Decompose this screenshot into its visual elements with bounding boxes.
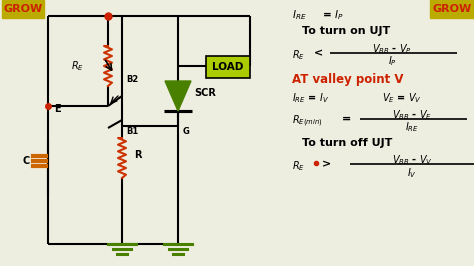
Text: G: G: [183, 127, 190, 136]
Text: $I_{RE}$: $I_{RE}$: [405, 120, 419, 134]
FancyBboxPatch shape: [206, 56, 250, 78]
Text: $R_E$: $R_E$: [292, 159, 305, 173]
Text: <: <: [314, 48, 323, 58]
Text: AT valley point V: AT valley point V: [292, 73, 403, 86]
FancyBboxPatch shape: [430, 0, 474, 18]
Polygon shape: [165, 81, 191, 111]
Text: GROW: GROW: [432, 4, 472, 14]
Text: $I_V$: $I_V$: [407, 166, 417, 180]
Text: $R_E$: $R_E$: [292, 48, 305, 62]
FancyBboxPatch shape: [2, 0, 44, 18]
Text: C: C: [22, 156, 29, 166]
Text: B1: B1: [126, 127, 138, 136]
Text: $V_{BB}$ - $V_E$: $V_{BB}$ - $V_E$: [392, 108, 432, 122]
Text: $I_{RE}$ = $I_V$: $I_{RE}$ = $I_V$: [292, 91, 329, 105]
Text: $I_{RE}$: $I_{RE}$: [292, 8, 307, 22]
Text: To turn off UJT: To turn off UJT: [302, 138, 392, 148]
Text: E: E: [54, 104, 61, 114]
Text: GROW: GROW: [3, 4, 43, 14]
Text: SCR: SCR: [194, 88, 216, 98]
Text: $I_P$: $I_P$: [388, 54, 396, 68]
Text: $R_E$: $R_E$: [72, 59, 84, 73]
Text: To turn on UJT: To turn on UJT: [302, 26, 390, 36]
Text: B2: B2: [126, 75, 138, 84]
Text: $V_E$ = $V_V$: $V_E$ = $V_V$: [382, 91, 422, 105]
Text: $V_{BB}$ - $V_P$: $V_{BB}$ - $V_P$: [372, 42, 412, 56]
Text: >: >: [322, 159, 331, 169]
Text: =: =: [342, 114, 351, 124]
Text: R: R: [134, 150, 142, 160]
Text: $V_{BB}$ - $V_V$: $V_{BB}$ - $V_V$: [392, 153, 432, 167]
Text: LOAD: LOAD: [212, 62, 244, 72]
Text: = $I_P$: = $I_P$: [322, 8, 344, 22]
Text: $R_{E(min)}$: $R_{E(min)}$: [292, 114, 323, 129]
